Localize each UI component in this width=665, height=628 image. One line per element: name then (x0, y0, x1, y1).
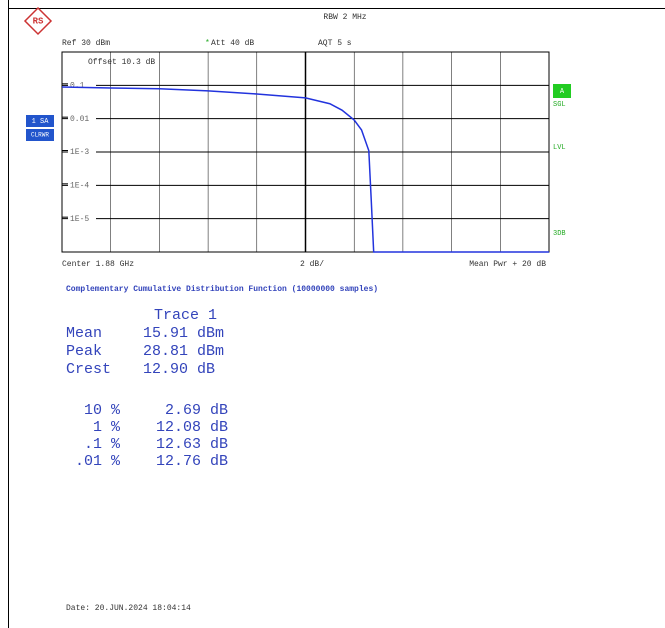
percent-name: 10 % (84, 402, 121, 419)
percent-value: 12.63 dB (156, 436, 228, 453)
result-value: 12.90 dB (143, 361, 215, 378)
ref: Ref 30 dBm (62, 39, 110, 48)
logo: RS (23, 6, 53, 36)
a-label: A (560, 88, 565, 96)
trace-label: 1 SA (32, 118, 50, 126)
svg-text:RS: RS (33, 16, 44, 26)
result-value: 15.91 dBm (143, 325, 224, 342)
a-box (553, 84, 571, 98)
tick-label-bg (68, 147, 96, 157)
result-value: 28.81 dBm (143, 343, 224, 360)
y-tick-label: 0.01 (70, 115, 89, 124)
att: Att 40 dB (211, 39, 254, 48)
percent-name: 1 % (93, 419, 121, 436)
result-name: Crest (66, 361, 111, 378)
lvl: LVL (553, 144, 566, 152)
results-heading: Trace 1 (154, 307, 217, 324)
center: Center 1.88 GHz (62, 260, 134, 269)
y-tick-label: 1E-4 (70, 181, 89, 190)
3db: 3DB (553, 230, 566, 238)
att-mark: * (205, 39, 210, 48)
date: Date: 20.JUN.2024 18:04:14 (66, 604, 191, 613)
mode-box (26, 129, 54, 141)
percent-value: 2.69 dB (165, 402, 228, 419)
aqt: AQT 5 s (318, 39, 352, 48)
mean-pwr: Mean Pwr + 20 dB (469, 260, 546, 269)
percent-name: .01 % (75, 453, 121, 470)
trace-line (61, 86, 549, 253)
tick-label-bg (68, 180, 96, 191)
y-tick-label: 1E-3 (70, 148, 89, 157)
div: 2 dB/ (300, 260, 324, 269)
y-tick-label: 1E-5 (70, 215, 89, 224)
percent-name: .1 % (84, 436, 121, 453)
tick-label-bg (68, 80, 96, 91)
mode-label: CLRWR (31, 132, 49, 139)
result-name: Mean (66, 325, 102, 342)
result-name: Peak (66, 343, 102, 360)
trace-box (26, 115, 54, 127)
chart-title: Complementary Cumulative Distribution Fu… (66, 285, 378, 294)
percent-value: 12.08 dB (156, 419, 228, 436)
y-tick-label: 0.1 (70, 81, 85, 90)
tick-label-bg (68, 113, 96, 124)
rbw: RBW 2 MHz (323, 13, 366, 22)
tick-label-bg (68, 213, 96, 224)
sgl: SGL (553, 101, 566, 109)
percent-value: 12.76 dB (156, 453, 228, 470)
offset: Offset 10.3 dB (88, 58, 155, 67)
